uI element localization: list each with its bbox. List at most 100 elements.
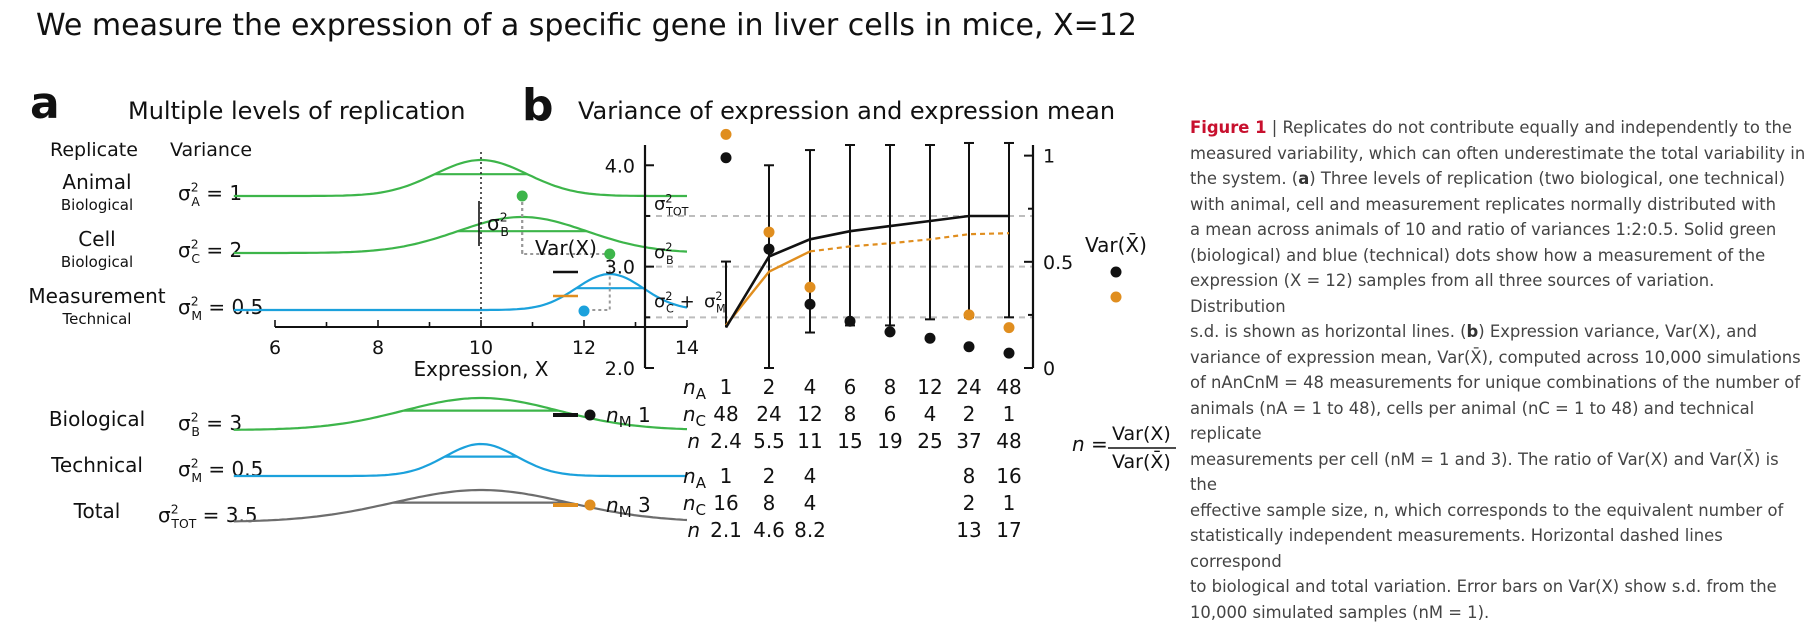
table-nm1-cell-nC: 2 — [963, 402, 976, 426]
table-nm3-cell-nC: 4 — [804, 491, 817, 515]
point-var-xbar-nm1 — [963, 341, 975, 353]
table-nm1-cell-n: 48 — [996, 429, 1021, 453]
x-axis-label: Expression, X — [414, 357, 549, 381]
total-name-total: Total — [73, 499, 121, 523]
replicate-name-cell: Cell — [78, 227, 115, 251]
table-nm1-cell-n: 19 — [877, 429, 902, 453]
column-header-variance: Variance — [170, 139, 252, 161]
caption-letter-a: a — [1298, 169, 1310, 188]
table-nm1-cell-nC: 48 — [713, 402, 738, 426]
table-nm1-cell-nC: 6 — [884, 402, 897, 426]
table-nm3-cell-nA: 4 — [804, 464, 817, 488]
table-nm1-cell-nA: 6 — [844, 375, 857, 399]
distribution-curve-cell — [233, 215, 688, 255]
line-var-x-nm3-dashed — [809, 232, 1010, 253]
caption-line-13: effective sample size, n, which correspo… — [1190, 500, 1784, 520]
point-var-xbar-nm1 — [763, 243, 775, 255]
x-tick-label: 14 — [675, 337, 699, 359]
panel-b: b Variance of expression and expression m… — [522, 80, 1176, 542]
caption-line-4: with animal, cell and measurement replic… — [1190, 194, 1777, 214]
reference-label-sigma-m: σ2 M — [704, 290, 726, 316]
panel-b-title: Variance of expression and expression me… — [578, 97, 1115, 125]
total-name-technical: Technical — [50, 453, 143, 477]
table-nm3-cell-n: 8.2 — [794, 518, 826, 542]
table-nm3-cell-n: 2.1 — [710, 518, 742, 542]
table-nm3-row-label-nA: nA — [683, 464, 707, 492]
total-variance-total: σ2 TOT = 3.5 — [158, 502, 258, 531]
replicate-kind-animal: Biological — [61, 196, 133, 214]
figure-caption: Figure 1 | Replicates do not contribute … — [1190, 115, 1810, 625]
table-nm1-cell-nC: 8 — [844, 402, 857, 426]
column-header-replicate: Replicate — [50, 139, 138, 161]
point-var-xbar-nm3 — [1003, 322, 1015, 334]
line-var-x-nm1 — [724, 214, 1009, 329]
table-nm3-row-label-n: n — [687, 518, 700, 542]
caption-line-16: 10,000 simulated samples (nM = 1). — [1190, 602, 1490, 622]
point-var-xbar-nm1 — [1003, 347, 1015, 359]
table-nm1-cell-n: 25 — [917, 429, 942, 453]
panel-a-title: Multiple levels of replication — [128, 97, 465, 125]
table-nm1-cell-nC: 1 — [1003, 402, 1016, 426]
caption-line-6: (biological) and blue (technical) dots s… — [1190, 245, 1766, 265]
point-var-xbar-nm3 — [720, 128, 732, 140]
panel-a: a Multiple levels of replication Replicate… — [28, 78, 699, 531]
table-nm1-cell-nA: 24 — [956, 375, 981, 399]
x-tick-label: 12 — [572, 337, 596, 359]
point-var-xbar-nm3 — [963, 309, 975, 321]
caption-line-8: s.d. is shown as horizontal lines. ( — [1190, 322, 1467, 341]
table-nm3-cell-nA: 1 — [720, 464, 733, 488]
caption-line-5: a mean across animals of 10 and ratio of… — [1190, 220, 1777, 239]
total-name-biological: Biological — [49, 407, 145, 431]
table-nm1-cell-nC: 12 — [797, 402, 822, 426]
right-tick-label: 1 — [1043, 146, 1055, 168]
reference-label-sigma-b: σ2 B — [654, 241, 674, 267]
legend-nm1-dot — [584, 409, 596, 421]
caption-line-14: statistically independent measurements. … — [1190, 526, 1723, 571]
table-nm3-cell-nC: 1 — [1003, 491, 1016, 515]
x-tick-label: 10 — [469, 337, 493, 359]
x-tick-label: 8 — [372, 337, 384, 359]
legend-nm3-dot — [584, 499, 596, 511]
replicate-name-measurement: Measurement — [28, 284, 165, 308]
table-nm1-cell-nA: 4 — [804, 375, 817, 399]
x-tick-label: 6 — [269, 337, 281, 359]
right-tick-label: 0 — [1043, 358, 1055, 380]
replicate-kind-measurement: Technical — [62, 310, 132, 328]
caption-line-10: of nAnCnM = 48 measurements for unique c… — [1190, 373, 1801, 392]
table-nm1-row-label-n: n — [687, 429, 700, 453]
figure-1: a Multiple levels of replication Replicate… — [28, 78, 1176, 542]
reference-label-sigma-tot: σ2 TOT — [654, 192, 689, 218]
table-nm1-cell-nA: 48 — [996, 375, 1021, 399]
total-variance-biological: σ2 B = 3 — [178, 410, 242, 439]
table-nm1-cell-n: 15 — [837, 429, 862, 453]
variance-animal: σ2 A = 1 — [178, 180, 242, 209]
table-nm1-row-label-nA: nA — [683, 375, 707, 403]
bracket-sigma-b-label: σ2 B — [487, 210, 509, 239]
panel-a-letter: a — [30, 78, 60, 129]
right-tick-label: 0.5 — [1043, 252, 1073, 274]
point-var-xbar-nm1 — [804, 298, 816, 310]
caption-line-8b: ) Expression variance, Var(X), and — [1478, 322, 1758, 341]
left-axis-label: Var(X) — [535, 236, 597, 260]
table-nm3-cell-n: 13 — [956, 518, 981, 542]
point-var-xbar-nm1 — [884, 326, 896, 338]
total-curve-biological — [233, 396, 688, 431]
panel-b-letter: b — [522, 80, 554, 131]
slide-title: We measure the expression of a specific … — [36, 8, 1137, 43]
caption-line-11: animals (nA = 1 to 48), cells per animal… — [1190, 398, 1755, 444]
formula-numerator: Var(X) — [1112, 423, 1171, 445]
caption-label: Figure 1 — [1190, 118, 1267, 137]
variance-cell: σ2 C = 2 — [178, 237, 242, 266]
formula-lhs: n = — [1072, 432, 1108, 456]
right-axis-label: Var(X̄) — [1085, 232, 1147, 257]
total-curve-technical — [233, 442, 687, 478]
table-nm3-cell-nA: 16 — [996, 464, 1021, 488]
table-nm1-cell-nA: 8 — [884, 375, 897, 399]
table-nm3-cell-nC: 8 — [763, 491, 776, 515]
sample-dot-animal — [516, 190, 528, 202]
distribution-curve-measurement — [233, 272, 688, 312]
point-var-xbar-nm1 — [844, 315, 856, 327]
left-tick-label: 4.0 — [605, 155, 635, 177]
caption-line-3: the system. ( — [1190, 169, 1299, 188]
point-var-xbar-nm1 — [720, 152, 732, 164]
